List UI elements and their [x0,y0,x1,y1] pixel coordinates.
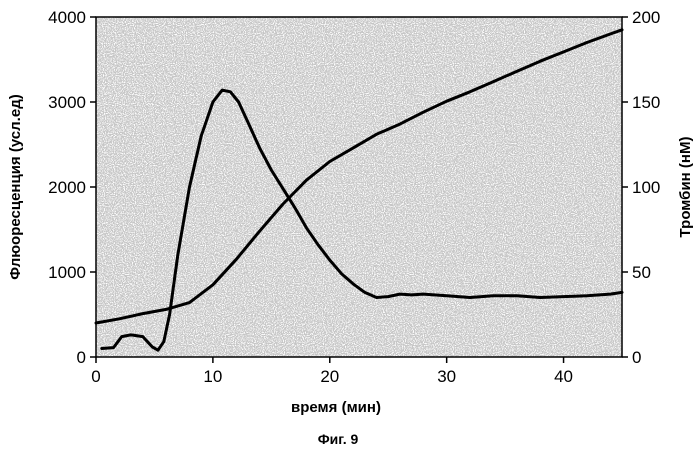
left-y-tick-label: 3000 [48,93,86,112]
right-y-tick-label: 100 [632,178,660,197]
right-y-axis-title: Тромбин (нМ) [677,137,694,238]
left-y-tick-label: 4000 [48,8,86,27]
x-tick-label: 40 [554,367,573,386]
right-y-tick-label: 200 [632,8,660,27]
x-tick-label: 0 [91,367,100,386]
figure-caption: Фиг. 9 [318,431,359,447]
x-axis-ticks: 0 10 20 30 40 [91,357,573,386]
right-y-tick-label: 0 [632,348,641,367]
left-y-tick-label: 0 [77,348,86,367]
left-y-axis-title: Флюоресценция (усл.ед) [7,94,24,279]
left-y-axis-ticks: 0 1000 2000 3000 4000 [48,8,96,367]
x-tick-label: 20 [320,367,339,386]
left-y-tick-label: 1000 [48,263,86,282]
right-y-tick-label: 150 [632,93,660,112]
x-axis-title: время (мин) [291,399,381,416]
x-tick-label: 10 [203,367,222,386]
right-y-axis-ticks: 0 50 100 150 200 [622,8,660,367]
left-y-tick-label: 2000 [48,178,86,197]
right-y-tick-label: 50 [632,263,651,282]
x-tick-label: 30 [437,367,456,386]
